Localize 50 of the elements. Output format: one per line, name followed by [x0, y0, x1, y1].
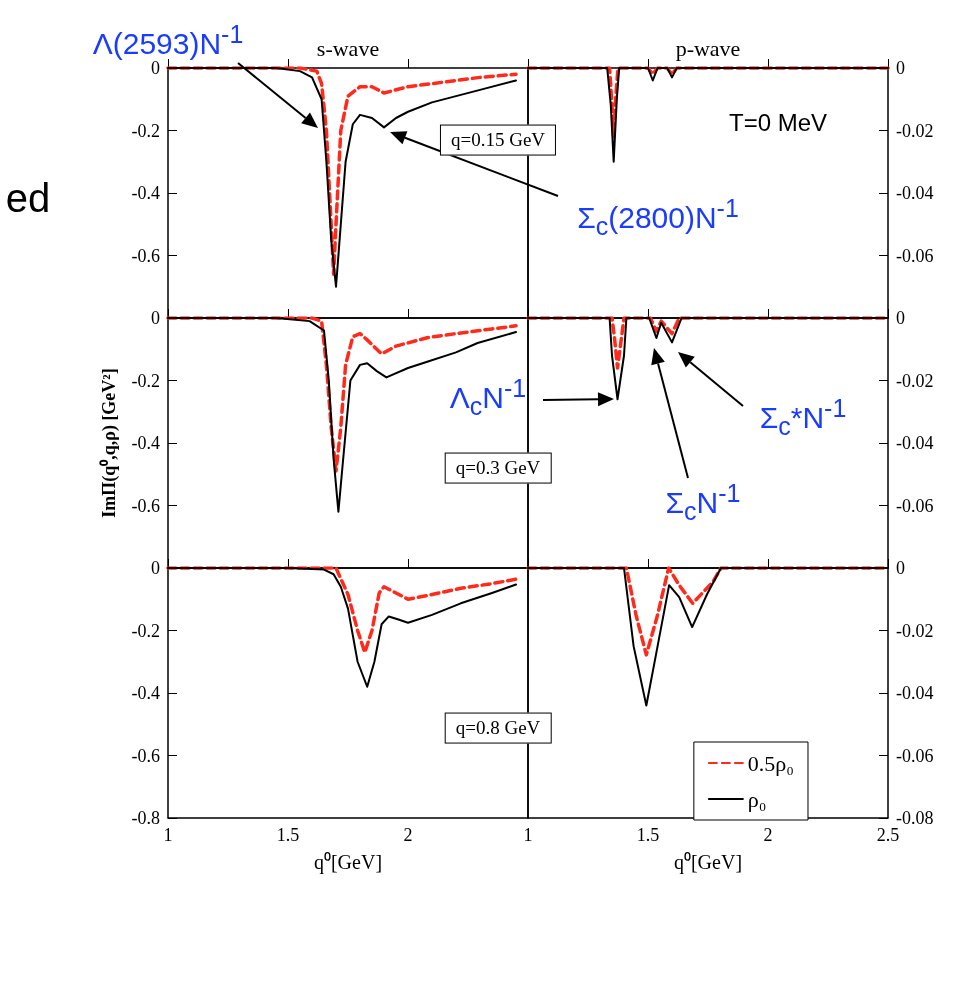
x-tick-label: 2.5 — [876, 825, 900, 845]
x-tick-label: 1.5 — [276, 825, 300, 845]
y-tick-label: -0.2 — [131, 620, 160, 641]
y-tick-label: -0.02 — [896, 370, 934, 391]
annotation: T=0 MeV — [728, 108, 828, 137]
y-tick-label: -0.02 — [896, 620, 934, 641]
annotation: Σ$_{c}$(2800)N$^{-1}$ — [577, 194, 739, 241]
y-tick-label: -0.04 — [896, 183, 934, 203]
y-tick-label: -0.06 — [896, 495, 934, 516]
chart-title: p-wave — [675, 35, 741, 61]
x-tick-label: 1.5 — [636, 825, 660, 845]
y-tick-label: -0.4 — [131, 683, 160, 703]
x-tick-label: 2 — [763, 825, 773, 845]
annotation: q=0.15 GeV — [439, 124, 557, 156]
chart-title: s-wave — [316, 35, 380, 61]
x-tick-label: 2 — [403, 825, 413, 845]
x-tick-label: 1 — [523, 825, 533, 845]
y-tick-label: -0.6 — [131, 245, 160, 266]
y-tick-label: 0 — [151, 58, 160, 78]
legend-label: 0.5ρ₀ — [747, 750, 795, 776]
text: Λ(2593)N$^{-1}$ — [92, 19, 244, 60]
y-tick-label: -0.6 — [131, 745, 160, 766]
y-tick-label: -0.2 — [131, 120, 160, 141]
annotation: Λ$_{c}$N$^{-1}$ — [449, 374, 527, 421]
annotation: Σ$_{c}$*N$^{-1}$ — [759, 394, 847, 441]
y-tick-label: -0.4 — [131, 183, 160, 203]
x-tick-label: 1 — [163, 825, 173, 845]
y-tick-label: -0.08 — [896, 808, 934, 828]
x-axis-title: q⁰[GeV] — [313, 851, 383, 874]
y-tick-label: 0 — [896, 58, 905, 78]
y-tick-label: -0.02 — [896, 120, 934, 141]
y-tick-label: -0.04 — [896, 433, 934, 453]
y-tick-label: -0.8 — [131, 808, 160, 828]
y-tick-label: 0 — [896, 558, 905, 578]
y-tick-label: -0.6 — [131, 495, 160, 516]
y-tick-label: -0.04 — [896, 683, 934, 703]
y-tick-label: 0 — [151, 558, 160, 578]
y-tick-label: 0 — [151, 308, 160, 328]
annotation: Σ$_{c}$N$^{-1}$ — [665, 479, 741, 526]
y-tick-label: 0 — [896, 308, 905, 328]
y-tick-label: -0.06 — [896, 245, 934, 266]
x-axis-title: q⁰[GeV] — [673, 851, 743, 874]
text: ed — [5, 176, 51, 220]
y-axis-title: ImΠ(q⁰,q,ρ) [GeV²] — [99, 368, 120, 518]
annotation: q=0.8 GeV — [444, 712, 552, 744]
y-tick-label: -0.06 — [896, 745, 934, 766]
legend-label: ρ₀ — [747, 786, 767, 812]
annotation: q=0.3 GeV — [444, 452, 552, 484]
y-tick-label: -0.2 — [131, 370, 160, 391]
y-tick-label: -0.4 — [131, 433, 160, 453]
